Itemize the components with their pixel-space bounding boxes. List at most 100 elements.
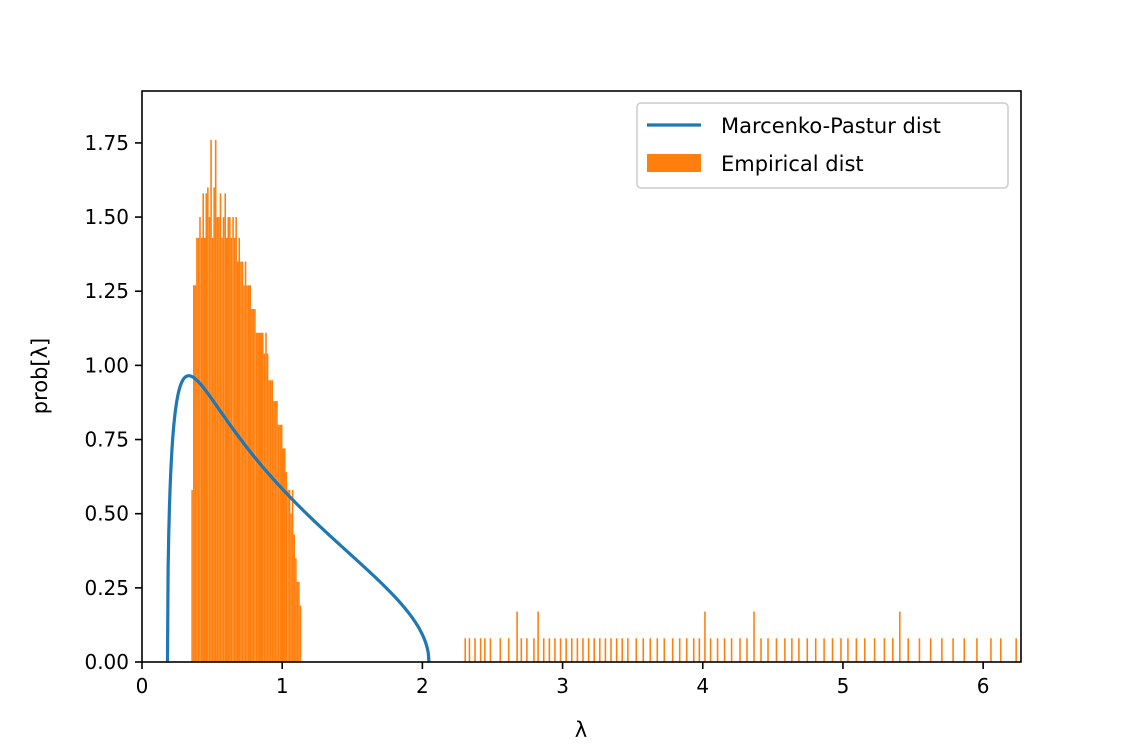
histogram-bar [806,638,809,662]
legend: Marcenko-Pastur dist Empirical dist [636,102,1009,189]
histogram-bar [468,638,471,662]
histogram-bar [262,332,264,662]
histogram-bar [565,638,567,662]
histogram-bar [753,611,755,662]
histogram-bar [791,638,793,662]
histogram-bar [814,638,817,662]
histogram-bar [236,261,239,662]
marcenko-pastur-curve [165,374,431,663]
histogram-bar [274,400,277,662]
histogram-bar [196,237,198,662]
histogram-bar [197,237,200,662]
histogram-bar [863,638,866,662]
histogram-bar [649,638,652,662]
histogram-bar [199,217,201,662]
histogram-bar [704,611,706,662]
histogram-bar [847,638,849,662]
x-tick-label: 0 [136,674,149,698]
histogram-bar [269,380,272,662]
histogram-bar [479,638,482,662]
histogram-bar [260,332,263,662]
legend-bar-swatch [647,154,701,172]
histogram-bar [474,638,476,662]
histogram-bar [582,638,584,662]
histogram-bar [554,638,556,662]
axes: 0 1 2 3 4 5 6 0.00 0.25 0.50 0.75 1.00 1.25 1.50 1.75 [84,90,1022,698]
histogram-bar [216,217,219,662]
histogram-bar [635,638,638,662]
histogram-bar [892,638,894,662]
histogram-bar [293,534,295,662]
histogram-bar [279,424,281,662]
histogram-bar [200,237,203,662]
histogram-bar [520,638,523,662]
histogram-bar [663,638,666,662]
histogram-bar [760,638,762,662]
plot-frame [141,90,1022,663]
histogram-bar [798,638,800,662]
histogram-bar [767,638,769,662]
histogram-bar [191,489,193,662]
histogram-bar [240,261,242,662]
histogram-bar [873,638,876,662]
histogram-bar [775,638,778,662]
histogram-bar [698,638,701,662]
histogram-bar [229,217,231,662]
histogram-bar [268,380,270,662]
histogram-bar [784,638,786,662]
legend-label-curve: Marcenko-Pastur dist [721,114,941,138]
histogram-bar [542,638,545,662]
histogram-bar [484,638,486,662]
legend-frame [636,102,1009,189]
histogram-bar [548,638,551,662]
histogram-bar [999,638,1002,662]
histogram-bar [235,217,237,662]
histogram-bar [254,309,256,662]
histogram-bar [287,489,289,662]
histogram-bar [976,638,978,662]
histogram-bar [230,237,233,662]
histogram-bar [290,513,292,662]
histogram-bar [840,638,842,662]
y-tick-label: 0.50 [84,502,129,526]
histogram-bar [288,489,291,662]
histogram-bar [855,638,858,662]
histogram-bar [291,489,294,662]
legend-label-histogram: Empirical dist [721,152,864,176]
histogram-bar [499,638,502,662]
histogram-bar [265,332,267,662]
histogram-bar [716,638,719,662]
y-tick-label: 0.25 [84,576,129,600]
histogram-bar [202,193,204,662]
histogram-bar [210,139,212,662]
histogram-bar [241,261,244,662]
histogram-bar [251,309,253,662]
histogram-bar [656,638,659,662]
y-tick-label: 1.25 [84,279,129,303]
histogram-bar [263,353,266,662]
histogram-bar [224,193,226,662]
histogram-bar [671,638,674,662]
histogram-bar [489,638,492,662]
histogram-bar [516,611,518,662]
x-tick-label: 5 [837,674,850,698]
histogram-bar [723,638,726,662]
histogram-bar [593,638,595,662]
histogram-bar [678,638,681,662]
histogram-bar [599,638,601,662]
histogram-bar [243,285,245,662]
histogram-bar [533,638,535,662]
histogram-bar [193,285,195,662]
histogram-bar [249,285,252,662]
histogram-bar [246,285,248,662]
histogram-bar [570,638,573,662]
histogram-bar [214,139,217,662]
histogram-bar [252,309,255,662]
histogram-bar [282,448,285,662]
x-tick-label: 6 [977,674,990,698]
histogram-bar [276,400,278,662]
histogram-bar [257,332,259,662]
histogram-bar [929,638,932,662]
histogram-bar [213,187,215,662]
